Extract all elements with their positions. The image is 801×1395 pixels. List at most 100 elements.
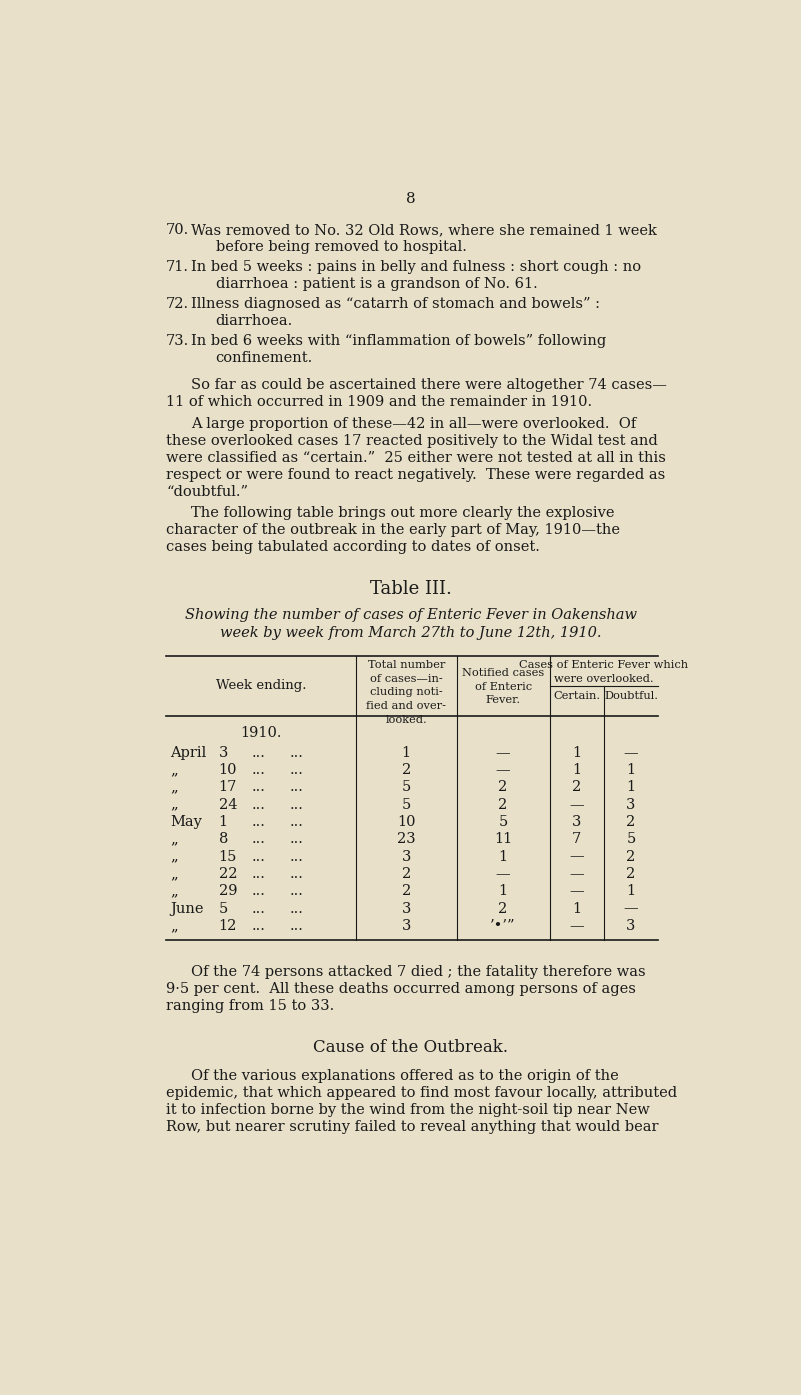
Text: ...: ... [290,815,304,829]
Text: 3: 3 [401,901,411,915]
Text: ...: ... [252,919,265,933]
Text: 5: 5 [626,833,636,847]
Text: 1: 1 [498,884,508,898]
Text: epidemic, that which appeared to find most favour locally, attributed: epidemic, that which appeared to find mo… [166,1087,677,1101]
Text: Cases of Enteric Fever which
were overlooked.: Cases of Enteric Fever which were overlo… [519,660,688,684]
Text: ...: ... [252,850,265,864]
Text: 9·5 per cent.  All these deaths occurred among persons of ages: 9·5 per cent. All these deaths occurred … [166,982,636,996]
Text: ...: ... [252,780,265,794]
Text: 70.: 70. [166,223,189,237]
Text: „: „ [170,780,178,794]
Text: 11: 11 [494,833,513,847]
Text: ...: ... [290,780,304,794]
Text: 1910.: 1910. [240,725,282,739]
Text: 2: 2 [626,815,636,829]
Text: ...: ... [290,798,304,812]
Text: 5: 5 [401,780,411,794]
Text: ...: ... [290,833,304,847]
Text: ...: ... [252,746,265,760]
Text: Table III.: Table III. [369,580,452,598]
Text: Illness diagnosed as “catarrh of stomach and bowels” :: Illness diagnosed as “catarrh of stomach… [191,297,600,311]
Text: 5: 5 [219,901,228,915]
Text: —: — [496,763,510,777]
Text: ...: ... [290,884,304,898]
Text: ...: ... [252,798,265,812]
Text: ...: ... [290,746,304,760]
Text: ...: ... [290,919,304,933]
Text: 2: 2 [401,884,411,898]
Text: ...: ... [290,763,304,777]
Text: 1: 1 [572,901,582,915]
Text: Of the 74 persons attacked 7 died ; the fatality therefore was: Of the 74 persons attacked 7 died ; the … [191,965,646,979]
Text: diarrhoea.: diarrhoea. [215,314,293,328]
Text: —: — [570,850,584,864]
Text: 29: 29 [219,884,237,898]
Text: before being removed to hospital.: before being removed to hospital. [215,240,466,254]
Text: Doubtful.: Doubtful. [604,691,658,702]
Text: „: „ [170,866,178,882]
Text: 1: 1 [572,746,582,760]
Text: 2: 2 [626,866,636,882]
Text: 7: 7 [572,833,582,847]
Text: ...: ... [252,901,265,915]
Text: 3: 3 [626,798,636,812]
Text: these overlooked cases 17 reacted positively to the Widal test and: these overlooked cases 17 reacted positi… [166,434,658,448]
Text: 3: 3 [572,815,582,829]
Text: 72.: 72. [166,297,189,311]
Text: 2: 2 [572,780,582,794]
Text: —: — [624,746,638,760]
Text: Was removed to No. 32 Old Rows, where she remained 1 week: Was removed to No. 32 Old Rows, where sh… [191,223,657,237]
Text: 2: 2 [498,780,508,794]
Text: 12: 12 [219,919,237,933]
Text: confinement.: confinement. [215,350,313,364]
Text: 1: 1 [572,763,582,777]
Text: „: „ [170,798,178,812]
Text: ranging from 15 to 33.: ranging from 15 to 33. [166,999,334,1013]
Text: 2: 2 [401,763,411,777]
Text: „: „ [170,850,178,864]
Text: In bed 6 weeks with “inflammation of bowels” following: In bed 6 weeks with “inflammation of bow… [191,333,606,347]
Text: „: „ [170,763,178,777]
Text: 3: 3 [219,746,228,760]
Text: 5: 5 [401,798,411,812]
Text: —: — [624,901,638,915]
Text: ’•’”: ’•’” [490,919,516,933]
Text: 5: 5 [498,815,508,829]
Text: Certain.: Certain. [553,691,600,702]
Text: 23: 23 [397,833,416,847]
Text: Total number
of cases—in-
cluding noti-
fied and over-
looked.: Total number of cases—in- cluding noti- … [366,660,446,724]
Text: June: June [170,901,203,915]
Text: week by week from March 27th to June 12th, 1910.: week by week from March 27th to June 12t… [219,626,602,640]
Text: —: — [570,866,584,882]
Text: 2: 2 [498,798,508,812]
Text: April: April [170,746,206,760]
Text: diarrhoea : patient is a grandson of No. 61.: diarrhoea : patient is a grandson of No.… [215,276,537,290]
Text: ...: ... [252,763,265,777]
Text: Row, but nearer scrutiny failed to reveal anything that would bear: Row, but nearer scrutiny failed to revea… [166,1120,658,1134]
Text: 73.: 73. [166,333,189,347]
Text: 24: 24 [219,798,237,812]
Text: respect or were found to react negatively.  These were regarded as: respect or were found to react negativel… [166,467,666,481]
Text: The following table brings out more clearly the explosive: The following table brings out more clea… [191,506,614,520]
Text: Notified cases
of Enteric
Fever.: Notified cases of Enteric Fever. [462,668,544,704]
Text: it to infection borne by the wind from the night-soil tip near New: it to infection borne by the wind from t… [166,1103,650,1117]
Text: Showing the number of cases of Enteric Fever in Oakenshaw: Showing the number of cases of Enteric F… [184,608,637,622]
Text: Cause of the Outbreak.: Cause of the Outbreak. [313,1039,508,1056]
Text: A large proportion of these—42 in all—were overlooked.  Of: A large proportion of these—42 in all—we… [191,417,636,431]
Text: 1: 1 [401,746,411,760]
Text: 1: 1 [626,884,635,898]
Text: —: — [570,919,584,933]
Text: ...: ... [252,866,265,882]
Text: “doubtful.”: “doubtful.” [166,484,248,498]
Text: 17: 17 [219,780,237,794]
Text: —: — [496,746,510,760]
Text: 10: 10 [397,815,416,829]
Text: cases being tabulated according to dates of onset.: cases being tabulated according to dates… [166,540,540,554]
Text: Week ending.: Week ending. [215,679,306,692]
Text: 3: 3 [626,919,636,933]
Text: ...: ... [290,850,304,864]
Text: So far as could be ascertained there were altogether 74 cases—: So far as could be ascertained there wer… [191,378,666,392]
Text: 22: 22 [219,866,237,882]
Text: In bed 5 weeks : pains in belly and fulness : short cough : no: In bed 5 weeks : pains in belly and fuln… [191,259,641,273]
Text: 10: 10 [219,763,237,777]
